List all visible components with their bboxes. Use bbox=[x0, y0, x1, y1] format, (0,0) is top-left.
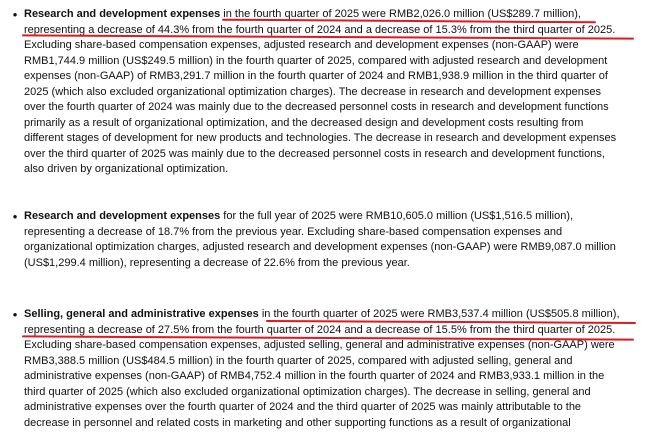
paragraph-heading: Research and development expenses bbox=[24, 8, 221, 20]
highlighted-text: in the fourth quarter of 2025 were RMB2,… bbox=[220, 8, 581, 20]
paragraph-line: RMB3,388.5 million (US$484.5 million) in… bbox=[24, 354, 573, 367]
paragraph-line: Excluding share-based compensation expen… bbox=[24, 339, 615, 351]
paragraph-line: over the fourth quarter of 2024 was main… bbox=[24, 101, 609, 113]
paragraph-line: primarily as a result of organizational … bbox=[24, 116, 584, 129]
paragraph-line: organizational optimization charges, adj… bbox=[24, 241, 616, 253]
highlighted-text: in the fourth quarter of 2025 were RMB3,… bbox=[258, 308, 620, 320]
paragraph-heading: Selling, general and administrative expe… bbox=[24, 308, 259, 320]
paragraph-line: representing a decrease of 18.7% from th… bbox=[24, 225, 563, 238]
paragraph-line: (US$1,299.4 million), representing a dec… bbox=[24, 256, 410, 269]
paragraph-line: third quarter of 2025 (which also exclud… bbox=[24, 385, 591, 398]
paragraph-heading: Research and development expenses bbox=[24, 210, 221, 222]
paragraph-line: RMB1,744.9 million (US$249.5 million) in… bbox=[24, 54, 608, 67]
paragraph-line: 2025 (which also excluded organizational… bbox=[24, 85, 602, 98]
paragraph-line: over the third quarter of 2025 was mainl… bbox=[24, 147, 605, 160]
paragraph-line: administrative expenses (non-GAAP) of RM… bbox=[24, 370, 605, 382]
paragraph-line: Research and development expenses in the… bbox=[24, 7, 581, 23]
bullet-icon: • bbox=[12, 307, 18, 322]
paragraph-line: different stages of development for new … bbox=[24, 132, 617, 144]
paragraph-line: Selling, general and administrative expe… bbox=[24, 307, 620, 323]
paragraph-line: Research and development expenses for th… bbox=[24, 210, 574, 222]
paragraph-line: administrative expenses over the fourth … bbox=[24, 401, 582, 413]
highlighted-text: representing a decrease of 27.5% from th… bbox=[24, 323, 616, 336]
paragraph-line: expenses (non-GAAP) of RMB3,291.7 millio… bbox=[24, 70, 608, 82]
bullet-icon: • bbox=[12, 209, 18, 224]
paragraph-line: decrease in personnel and related costs … bbox=[24, 416, 571, 429]
paragraph-line: Excluding share-based compensation expen… bbox=[24, 39, 579, 51]
highlighted-text: representing a decrease of 44.3% from th… bbox=[24, 23, 616, 36]
bullet-icon: • bbox=[12, 7, 18, 22]
paragraph-line: also driven by organizational optimizati… bbox=[24, 163, 229, 175]
